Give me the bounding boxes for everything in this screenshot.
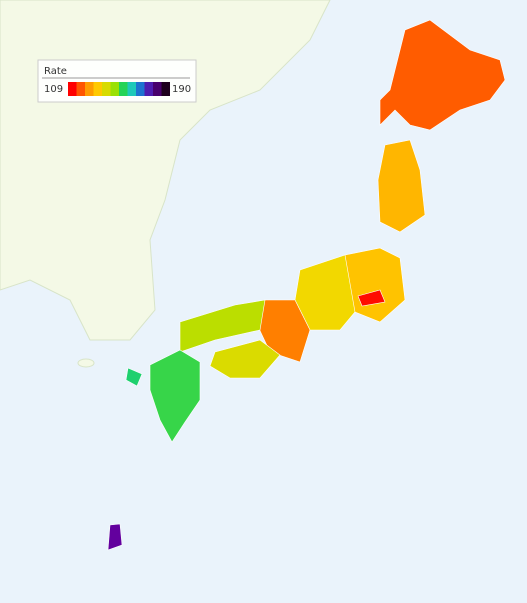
legend-title: Rate <box>44 66 67 77</box>
legend-swatch <box>153 82 162 96</box>
legend-swatch <box>76 82 85 96</box>
legend-swatch <box>136 82 145 96</box>
legend-swatch <box>110 82 119 96</box>
prefecture <box>377 139 426 233</box>
prefecture <box>125 367 143 387</box>
legend-swatch <box>102 82 111 96</box>
legend-swatch <box>161 82 170 96</box>
legend-swatch <box>127 82 136 96</box>
legend-swatch <box>68 82 77 96</box>
prefecture <box>149 349 201 443</box>
legend-swatch <box>93 82 102 96</box>
prefectures <box>107 19 506 551</box>
legend-max: 190 <box>172 84 191 95</box>
legend-swatch <box>144 82 153 96</box>
legend-scale <box>68 82 170 96</box>
legend-swatch <box>119 82 128 96</box>
island <box>77 358 95 368</box>
prefecture <box>357 289 386 307</box>
legend-swatch <box>85 82 94 96</box>
legend: Rate 109 190 <box>37 59 197 103</box>
prefecture <box>107 523 123 551</box>
prefecture <box>379 19 506 131</box>
prefecture <box>209 339 281 379</box>
legend-min: 109 <box>44 84 63 95</box>
